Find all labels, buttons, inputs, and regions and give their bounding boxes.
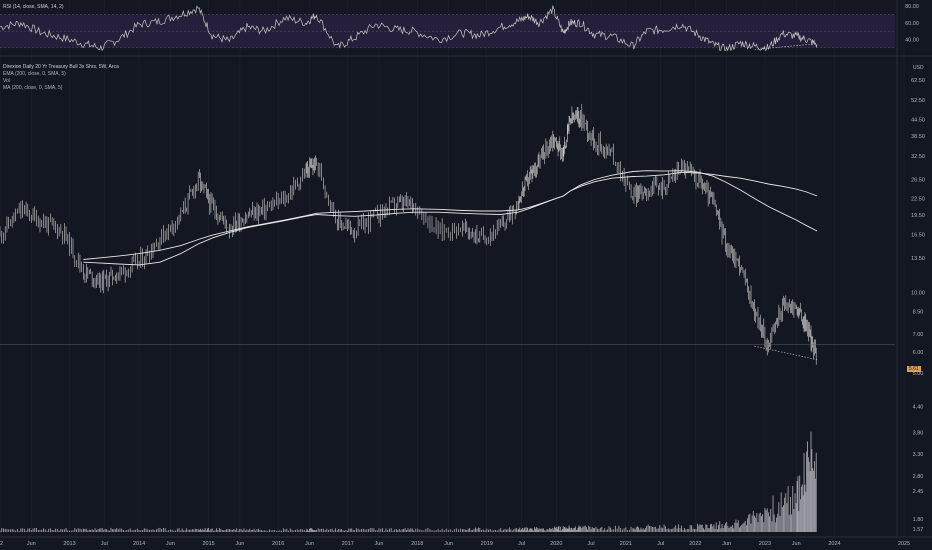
x-tick-label: Jun [305, 541, 314, 547]
x-tick-label: 2022 [689, 541, 701, 547]
rsi-divergence-line [754, 43, 818, 50]
x-tick-label: Jul [518, 541, 525, 547]
x-tick-label: 2025 [898, 541, 910, 547]
x-tick-label: Jun [722, 541, 731, 547]
rsi-line [0, 5, 818, 52]
volume-tick-label: 1.57 [913, 527, 924, 533]
price-pane[interactable] [0, 103, 895, 365]
chart-title: Direxion Daily 20 Yr Treasury Bull 3x Sh… [3, 64, 119, 70]
x-tick-label: 2020 [550, 541, 562, 547]
x-tick-label: 2014 [133, 541, 145, 547]
volume-tick-label: 3.30 [913, 452, 924, 458]
x-tick-label: Jun [235, 541, 244, 547]
volume-tick-label: 2.80 [913, 474, 924, 480]
indicator-ema-label[interactable]: EMA (200, close, 0, SMA, 5) [3, 71, 66, 77]
price-tick-label: 62.50 [911, 78, 925, 84]
price-tick-label: 38.50 [911, 134, 925, 140]
x-tick-label: Jun [166, 541, 175, 547]
rsi-title: RSI (14, close, SMA, 14, 2) [3, 4, 64, 10]
price-tick-label: 26.50 [911, 178, 925, 184]
price-tick-label: 7.00 [913, 332, 924, 338]
volume-tick-label: 1.80 [913, 517, 924, 523]
x-tick-label: 2024 [828, 541, 840, 547]
rsi-tick-label: 40.00 [905, 38, 919, 44]
currency-label: USD [913, 65, 924, 71]
x-tick-label: Jun [444, 541, 453, 547]
price-tick-label: 32.50 [911, 154, 925, 160]
x-tick-label: 2023 [759, 541, 771, 547]
x-tick-label: Jul [588, 541, 595, 547]
rsi-tick-label: 60.00 [905, 21, 919, 27]
x-tick-label: 2018 [411, 541, 423, 547]
rsi-tick-label: 80.00 [905, 4, 919, 10]
gridlines [0, 0, 905, 537]
x-tick-label: Jun [375, 541, 384, 547]
x-tick-label: 2021 [620, 541, 632, 547]
x-tick-label: 2013 [63, 541, 75, 547]
x-tick-label: Jun [792, 541, 801, 547]
price-tick-label: 16.50 [911, 232, 925, 238]
price-tick-label: 5.00 [913, 371, 924, 377]
x-tick-label: 2019 [481, 541, 493, 547]
price-tick-label: 52.50 [911, 98, 925, 104]
ma-line [83, 170, 818, 260]
price-tick-label: 13.50 [911, 256, 925, 262]
volume-tick-label: 3.80 [913, 431, 924, 437]
indicator-ma-label[interactable]: MA (200, close, 0, SMA, 5) [3, 85, 63, 91]
x-tick-label: 2015 [202, 541, 214, 547]
x-tick-label: Jul [101, 541, 108, 547]
x-tick-label: 2016 [272, 541, 284, 547]
price-tick-label: 8.50 [913, 309, 924, 315]
x-tick-label: 2017 [342, 541, 354, 547]
volume-tick-label: 2.45 [913, 489, 924, 495]
x-tick-label: Jun [27, 541, 36, 547]
current-price-tag: 5.61 [907, 366, 921, 372]
rsi-pane[interactable] [0, 5, 895, 52]
price-tick-label: 22.50 [911, 197, 925, 203]
indicator-vol-label[interactable]: Vol [3, 78, 10, 84]
price-tick-label: 44.50 [911, 117, 925, 123]
x-tick-label: Jul [657, 541, 664, 547]
price-tick-label: 10.00 [911, 291, 925, 297]
price-tick-label: 19.50 [911, 213, 925, 219]
volume-tick-label: 4.40 [913, 405, 924, 411]
price-tick-label: 6.00 [913, 350, 924, 356]
volume-pane[interactable] [0, 431, 817, 532]
x-tick-label: 12 [0, 541, 3, 547]
ema-line [83, 171, 818, 266]
